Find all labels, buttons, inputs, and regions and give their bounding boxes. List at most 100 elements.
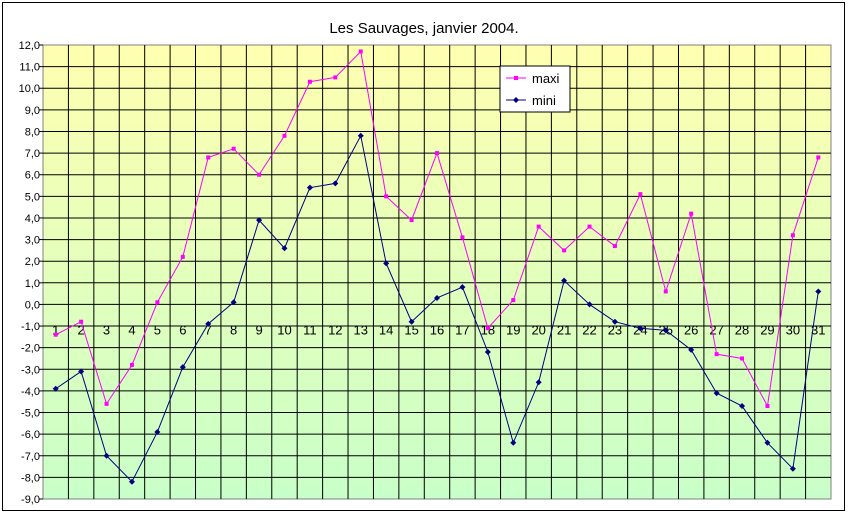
y-tick-label: 9,0 xyxy=(25,105,40,117)
x-tick-label: 12 xyxy=(328,322,342,337)
data-point-mini xyxy=(205,320,212,327)
data-point-maxi xyxy=(587,224,592,229)
series-mini xyxy=(52,132,822,485)
data-point-maxi xyxy=(409,218,414,223)
data-point-maxi xyxy=(180,254,185,259)
data-point-maxi xyxy=(765,404,770,409)
legend-box xyxy=(499,65,571,113)
data-point-mini xyxy=(688,346,695,353)
y-axis-tick-labels: 12,0 11,0 10,0 9,0 8,0 7,0 6,0 5,0 4,0 3,0 2,0 1,0 0… xyxy=(19,40,40,506)
data-point-maxi xyxy=(689,211,694,216)
x-tick-label: 31 xyxy=(811,322,825,337)
y-tick-label: 10,0 xyxy=(19,83,40,95)
x-tick-label: 13 xyxy=(354,322,368,337)
x-tick-label: 9 xyxy=(255,322,262,337)
x-tick-label: 8 xyxy=(230,322,237,337)
data-point-mini xyxy=(815,288,822,295)
data-point-mini xyxy=(357,132,364,139)
y-tick-label: 8,0 xyxy=(25,126,40,138)
data-point-mini xyxy=(484,348,491,355)
y-tick-label: 11,0 xyxy=(19,62,40,74)
data-point-mini xyxy=(154,428,161,435)
data-point-maxi xyxy=(435,151,439,156)
line-chart: Les Sauvages, janvier 2004. 12,011,010,0… xyxy=(19,20,832,506)
y-tick-label: 2,0 xyxy=(25,256,40,268)
x-tick-label: 29 xyxy=(760,322,774,337)
chart-title: Les Sauvages, janvier 2004. xyxy=(329,20,518,37)
x-axis-tick-labels: 1234567891011121314151617181920212223242… xyxy=(52,322,825,337)
x-tick-label: 28 xyxy=(735,322,749,337)
data-point-mini xyxy=(256,217,263,224)
x-tick-label: 5 xyxy=(154,322,161,337)
data-point-mini xyxy=(459,284,466,291)
x-tick-label: 17 xyxy=(455,322,469,337)
data-point-mini xyxy=(78,368,85,375)
x-tick-label: 6 xyxy=(179,322,186,337)
legend-label-maxi: maxi xyxy=(532,71,560,86)
x-tick-label: 15 xyxy=(404,322,418,337)
vertical-gridlines xyxy=(67,45,807,499)
data-point-mini xyxy=(637,325,644,332)
x-tick-label: 30 xyxy=(786,322,800,337)
data-point-mini xyxy=(739,403,746,410)
data-point-mini xyxy=(586,301,593,308)
y-tick-label: 3,0 xyxy=(25,235,40,247)
data-point-maxi xyxy=(384,194,389,199)
y-tick-label: 0,0 xyxy=(25,299,40,311)
plot-area xyxy=(42,44,832,500)
y-tick-label: -5,0 xyxy=(21,408,40,420)
y-tick-label: 12,0 xyxy=(19,40,40,52)
data-point-mini xyxy=(662,327,669,334)
data-point-maxi xyxy=(53,332,58,337)
data-point-maxi xyxy=(460,235,465,240)
data-point-maxi xyxy=(816,155,821,160)
y-tick-label: 5,0 xyxy=(25,191,40,203)
x-tick-label: 23 xyxy=(608,322,622,337)
legend: maxi mini xyxy=(499,65,571,113)
data-point-maxi xyxy=(358,49,363,54)
x-tick-label: 19 xyxy=(506,322,520,337)
x-tick-label: 3 xyxy=(103,322,110,337)
data-point-maxi xyxy=(485,326,490,331)
data-point-maxi xyxy=(562,248,567,253)
x-tick-label: 26 xyxy=(684,322,698,337)
legend-marker-maxi xyxy=(514,76,518,80)
series-maxi xyxy=(53,49,821,409)
data-point-maxi xyxy=(663,289,668,294)
data-point-maxi xyxy=(511,298,516,303)
data-point-mini xyxy=(179,364,186,371)
data-point-mini xyxy=(713,390,720,397)
data-point-maxi xyxy=(206,155,211,160)
series-layer xyxy=(52,49,822,485)
data-point-mini xyxy=(230,299,237,306)
y-tick-label: 4,0 xyxy=(25,213,40,225)
data-point-maxi xyxy=(714,352,719,357)
x-tick-label: 7 xyxy=(205,322,212,337)
y-tick-label: -3,0 xyxy=(21,364,40,376)
y-tick-label: -9,0 xyxy=(21,494,40,506)
y-tick-label: -7,0 xyxy=(21,451,40,463)
data-point-maxi xyxy=(612,244,617,249)
data-point-mini xyxy=(561,277,568,284)
x-tick-label: 22 xyxy=(582,322,596,337)
legend-marker-mini xyxy=(513,97,519,103)
data-point-maxi xyxy=(257,172,262,177)
x-tick-label: 16 xyxy=(430,322,444,337)
y-tick-label: -2,0 xyxy=(21,343,40,355)
y-tick-label: 7,0 xyxy=(25,148,40,160)
data-point-maxi xyxy=(79,319,84,324)
x-tick-label: 4 xyxy=(128,322,135,337)
x-tick-label: 2 xyxy=(78,322,85,337)
x-tick-label: 10 xyxy=(277,322,291,337)
data-point-mini xyxy=(383,260,390,267)
data-point-maxi xyxy=(536,224,541,229)
x-tick-label: 1 xyxy=(52,322,59,337)
x-tick-label: 21 xyxy=(557,322,571,337)
x-tick-label: 20 xyxy=(531,322,545,337)
y-tick-label: -4,0 xyxy=(21,386,40,398)
y-tick-label: -6,0 xyxy=(21,429,40,441)
data-point-mini xyxy=(789,465,796,472)
data-point-mini xyxy=(306,184,313,191)
data-point-maxi xyxy=(104,401,109,406)
